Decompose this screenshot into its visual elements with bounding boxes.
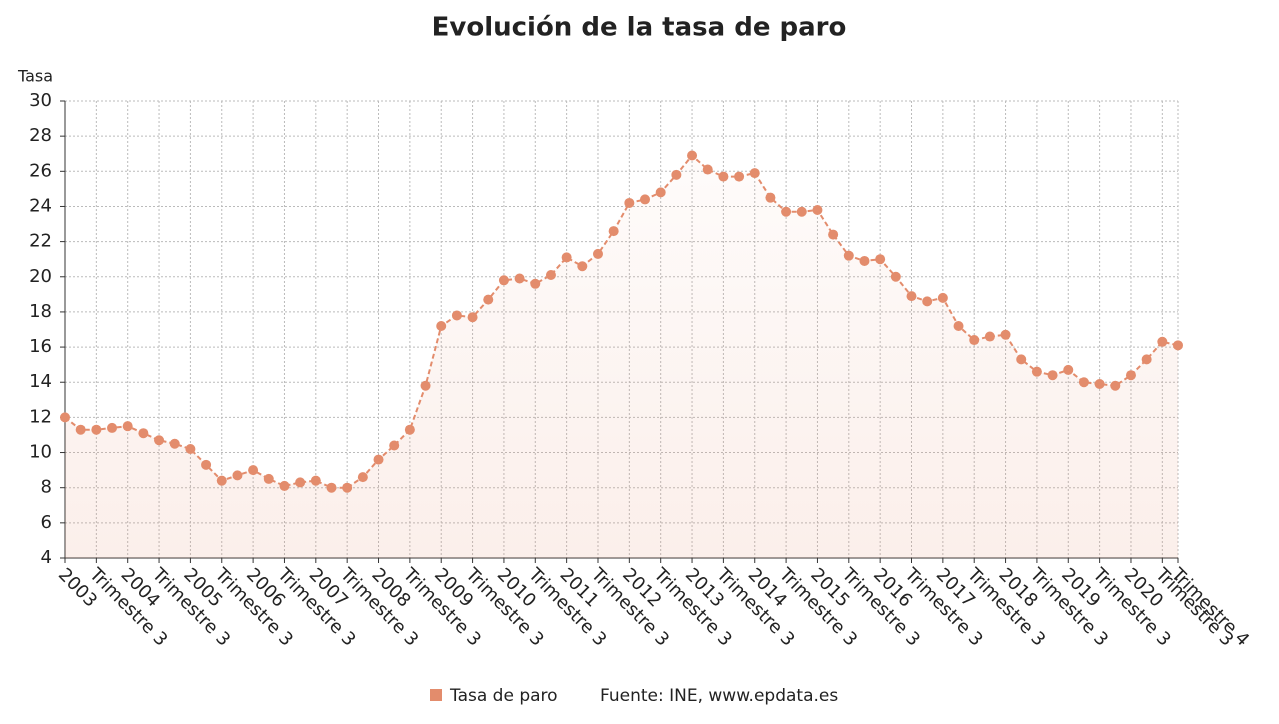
point (1047, 370, 1058, 381)
point (1110, 380, 1121, 391)
point (436, 320, 447, 331)
point (60, 412, 70, 423)
point (467, 312, 478, 323)
point (781, 206, 792, 217)
point (922, 296, 933, 307)
y-tick-label: 10 (29, 442, 52, 463)
point (702, 164, 713, 175)
point (389, 440, 400, 451)
point (1157, 336, 1168, 347)
point (201, 459, 212, 470)
point (483, 294, 494, 305)
point (984, 331, 995, 342)
y-tick-label: 28 (29, 125, 52, 146)
y-axis-label: Tasa (17, 67, 53, 86)
point (545, 270, 556, 281)
legend-swatch (430, 689, 442, 701)
point (404, 424, 415, 435)
point (1031, 366, 1042, 377)
point (749, 168, 760, 179)
point (624, 197, 635, 208)
point (1141, 354, 1152, 365)
y-tick-label: 22 (29, 231, 52, 252)
point (969, 335, 980, 346)
point (122, 421, 133, 432)
y-tick-label: 30 (29, 90, 52, 111)
point (514, 273, 525, 284)
point (843, 250, 854, 261)
point (1125, 370, 1136, 381)
point (687, 150, 698, 161)
point (906, 291, 917, 302)
point (138, 428, 149, 439)
point (1078, 377, 1089, 388)
point (154, 435, 165, 446)
y-tick-label: 18 (29, 301, 52, 322)
point (91, 424, 102, 435)
point (859, 255, 870, 266)
point (169, 438, 180, 449)
point (185, 444, 196, 455)
point (295, 477, 306, 488)
point (875, 254, 886, 265)
y-tick-label: 8 (41, 477, 52, 498)
point (796, 206, 807, 217)
source: Fuente: INE, www.epdata.es (600, 686, 838, 706)
y-tick-label: 6 (41, 512, 52, 533)
point (734, 171, 745, 182)
point (75, 424, 86, 435)
point (640, 194, 651, 205)
point (890, 271, 901, 282)
point (1063, 364, 1074, 375)
point (1000, 329, 1011, 340)
y-tick-label: 24 (29, 195, 52, 216)
point (1094, 378, 1105, 389)
point (655, 187, 666, 198)
point (498, 275, 509, 286)
point (342, 482, 353, 493)
point (577, 261, 588, 272)
y-tick-label: 14 (29, 371, 52, 392)
point (561, 252, 572, 263)
y-tick-label: 20 (29, 266, 52, 287)
point (828, 229, 839, 240)
y-tick-label: 4 (41, 547, 52, 568)
point (310, 475, 321, 486)
point (357, 472, 368, 483)
point (937, 292, 948, 303)
point (530, 278, 541, 289)
point (326, 482, 337, 493)
point (671, 169, 682, 180)
point (592, 248, 603, 259)
area (65, 155, 1178, 558)
point (1016, 354, 1027, 365)
point (1173, 340, 1183, 351)
point (718, 171, 729, 182)
chart-title: Evolución de la tasa de paro (432, 13, 847, 43)
point (953, 320, 964, 331)
legend-label: Tasa de paro (449, 686, 558, 706)
point (107, 422, 118, 433)
point (279, 480, 290, 491)
y-tick-label: 26 (29, 160, 52, 181)
point (248, 465, 259, 476)
point (232, 470, 243, 481)
y-tick-label: 16 (29, 336, 52, 357)
point (765, 192, 776, 203)
point (608, 226, 619, 237)
point (812, 204, 823, 215)
point (373, 454, 384, 465)
point (451, 310, 462, 321)
point (263, 473, 274, 484)
y-tick-label: 12 (29, 406, 52, 427)
point (216, 475, 227, 486)
point (420, 380, 431, 391)
